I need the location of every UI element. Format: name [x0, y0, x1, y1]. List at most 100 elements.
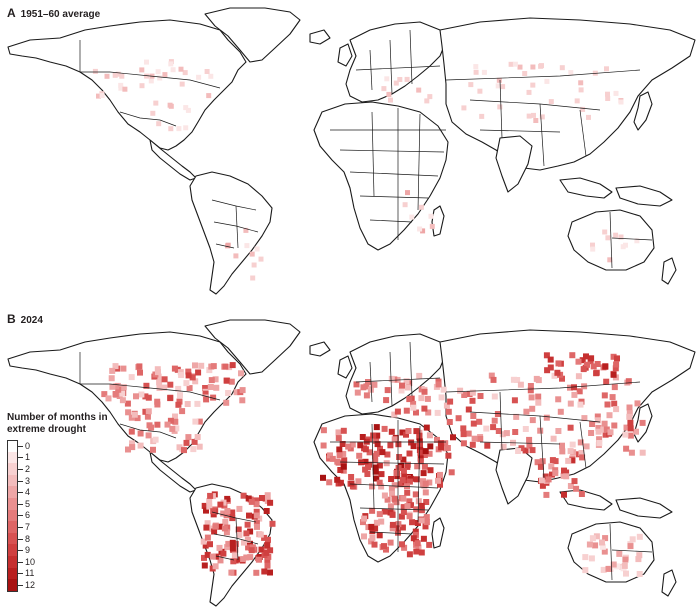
drought-cell	[360, 519, 366, 526]
drought-cell	[555, 428, 562, 434]
drought-cell	[258, 546, 265, 553]
drought-cell	[128, 374, 135, 381]
drought-cell	[623, 424, 630, 431]
drought-cell	[362, 458, 369, 465]
drought-cell	[613, 90, 619, 96]
drought-cell	[580, 106, 586, 112]
drought-cell	[223, 399, 230, 406]
drought-cell	[539, 482, 546, 489]
drought-cell	[618, 234, 624, 240]
drought-cell	[154, 421, 161, 428]
drought-cell	[148, 78, 154, 84]
legend-swatch-4	[7, 486, 18, 498]
drought-cell	[207, 384, 214, 390]
drought-cell	[202, 390, 209, 397]
drought-cell	[384, 387, 391, 394]
drought-cell	[405, 190, 410, 196]
drought-cell	[192, 418, 199, 425]
drought-cell	[418, 549, 425, 556]
drought-cell	[156, 379, 163, 386]
drought-cell	[443, 402, 450, 409]
drought-cell	[112, 72, 118, 78]
panel-b-letter: B	[7, 312, 16, 326]
drought-cell	[208, 377, 215, 384]
drought-cell	[406, 396, 413, 403]
drought-cell	[393, 525, 400, 532]
legend-tick-label: 10	[25, 556, 36, 567]
drought-cell	[250, 275, 256, 281]
drought-cell	[605, 235, 611, 241]
drought-cell	[373, 424, 380, 431]
drought-cell	[387, 442, 394, 449]
drought-cell	[526, 436, 533, 443]
drought-cell	[611, 400, 618, 407]
drought-cell	[366, 449, 373, 456]
drought-cell	[155, 373, 162, 380]
legend-tick	[18, 480, 23, 482]
drought-cell	[202, 542, 209, 549]
drought-cell	[145, 394, 152, 401]
drought-cell	[172, 413, 178, 420]
drought-cell	[136, 363, 143, 370]
drought-cell	[348, 480, 355, 487]
drought-cell	[402, 202, 408, 208]
drought-cell	[544, 367, 551, 374]
drought-cell	[257, 531, 264, 538]
legend-title: Number of months in extreme drought	[7, 412, 117, 436]
drought-cell	[233, 253, 239, 259]
drought-cell	[577, 401, 584, 408]
drought-cell	[220, 550, 227, 557]
drought-cell	[437, 481, 443, 488]
drought-cell	[364, 471, 371, 477]
drought-cell	[157, 75, 163, 81]
drought-cell	[517, 381, 524, 388]
drought-cell	[484, 442, 491, 449]
drought-cell	[445, 408, 452, 415]
drought-cell	[194, 434, 201, 440]
drought-cell	[460, 440, 467, 447]
drought-cell	[537, 463, 544, 470]
drought-cell	[412, 531, 419, 538]
drought-cell	[593, 533, 600, 540]
panel-a-label: A 1951–60 average	[7, 6, 100, 20]
drought-cell	[247, 554, 254, 561]
drought-cell	[635, 556, 642, 563]
drought-cell	[426, 479, 433, 486]
drought-cell	[423, 514, 430, 521]
drought-cell	[634, 238, 640, 244]
drought-cell	[245, 495, 252, 502]
drought-cell	[198, 362, 205, 369]
drought-cell	[623, 242, 628, 248]
drought-cell	[144, 73, 150, 79]
drought-cell	[575, 373, 582, 380]
drought-cell	[488, 372, 495, 379]
drought-cell	[172, 418, 179, 425]
legend-tick	[18, 445, 23, 447]
drought-cell	[477, 88, 483, 94]
drought-cell	[207, 492, 214, 499]
drought-cell	[384, 496, 391, 503]
drought-cell	[388, 375, 395, 382]
drought-cell	[120, 365, 127, 372]
drought-cell	[224, 544, 231, 551]
drought-cell	[216, 544, 223, 551]
legend-tick	[18, 469, 23, 470]
drought-cell	[481, 69, 487, 75]
drought-cell	[473, 64, 479, 70]
drought-cell	[125, 409, 132, 416]
drought-cell	[555, 396, 562, 403]
drought-cell	[494, 411, 501, 417]
world-map-a	[7, 7, 696, 295]
legend-swatch-6	[7, 509, 18, 522]
drought-cell	[526, 113, 532, 119]
drought-cell	[368, 538, 375, 545]
drought-cell	[535, 393, 542, 400]
drought-cell	[340, 427, 347, 434]
drought-cell	[455, 415, 462, 422]
drought-cell	[533, 118, 539, 123]
drought-cell	[500, 443, 507, 450]
drought-cell	[575, 358, 582, 365]
drought-cell	[627, 543, 634, 550]
drought-cell	[599, 543, 606, 550]
